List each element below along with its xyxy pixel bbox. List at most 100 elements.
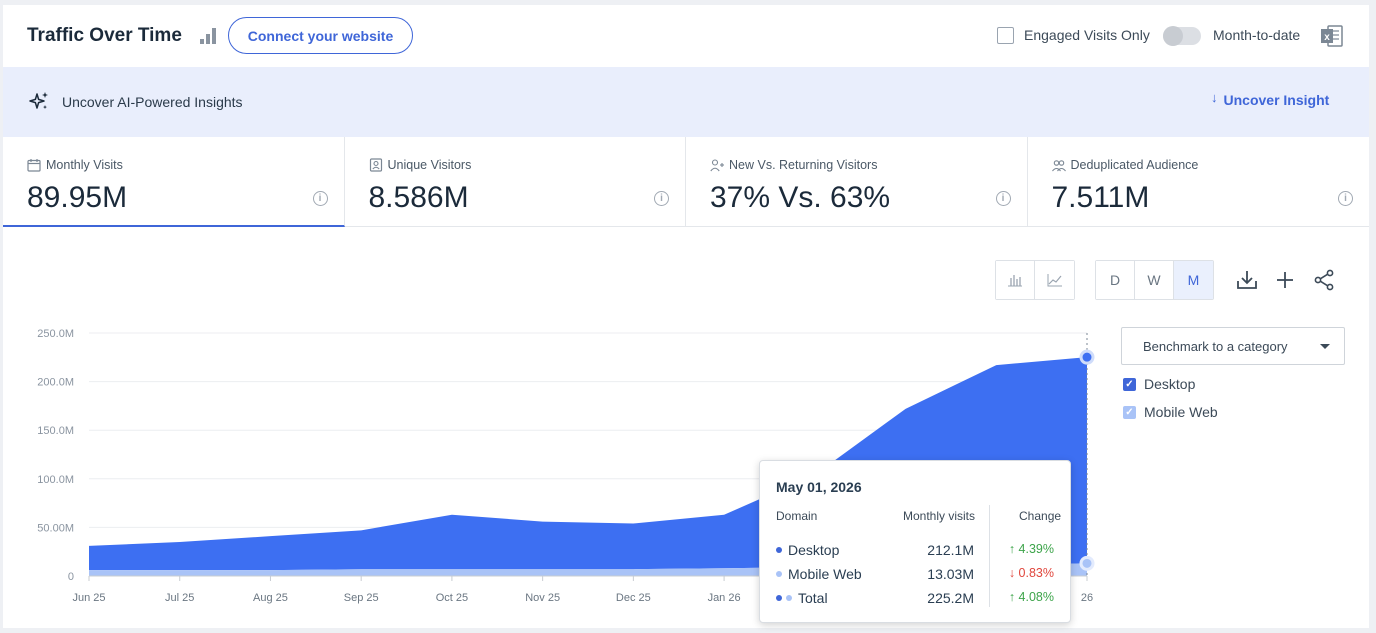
tooltip-col-domain: Domain (776, 509, 818, 523)
uncover-insight-label: Uncover Insight (1223, 92, 1330, 108)
chart-type-group (995, 260, 1075, 300)
granularity-month-button[interactable]: M (1174, 261, 1213, 299)
users-icon (1051, 160, 1066, 172)
x-tick-label: Jun 25 (72, 592, 105, 604)
x-tick-label: Oct 25 (436, 592, 468, 604)
metric-value: 37% Vs. 63% (710, 181, 891, 214)
benchmark-label: Benchmark to a category (1143, 338, 1288, 354)
info-icon[interactable]: i (1338, 191, 1353, 206)
tooltip-row-value: 225.2M (927, 590, 974, 606)
metric-monthly-visits[interactable]: Monthly Visits 89.95M i (3, 137, 345, 227)
mobile-web-hover-point (1079, 555, 1095, 571)
metric-label: Deduplicated Audience (1070, 158, 1199, 172)
arrow-up-icon: ↑ (1008, 542, 1019, 556)
tooltip-row-change: 4.39% (1018, 542, 1054, 556)
desktop-dot-icon (776, 546, 782, 553)
tooltip-divider (989, 505, 990, 607)
tooltip-row-desktop: Desktop 212.1M ↑ 4.39% (776, 542, 1062, 562)
desktop-dot-icon (776, 594, 782, 601)
y-tick-label: 150.0M (37, 425, 74, 437)
tooltip-row-total: Total 225.2M ↑ 4.08% (776, 590, 1062, 610)
metrics-row: Monthly Visits 89.95M i Unique Visitors … (3, 137, 1369, 227)
metric-label: New Vs. Returning Visitors (729, 158, 878, 172)
connect-website-button[interactable]: Connect your website (228, 17, 413, 54)
y-tick-label: 100.0M (37, 474, 74, 486)
month-to-date-label: Month-to-date (1213, 27, 1301, 43)
tooltip-row-mobile-web: Mobile Web 13.03M ↓ 0.83% (776, 566, 1062, 586)
user-plus-icon (710, 159, 724, 172)
sparkle-icon (29, 92, 48, 109)
metric-label: Monthly Visits (46, 158, 123, 172)
arrow-up-icon: ↑ (1008, 590, 1019, 604)
tooltip-col-visits: Monthly visits (903, 509, 976, 523)
metric-deduplicated-audience[interactable]: Deduplicated Audience 7.511M i (1028, 137, 1370, 227)
metric-value: 7.511M (1051, 181, 1150, 214)
granularity-day-button[interactable]: D (1096, 261, 1135, 299)
x-tick-label: Nov 25 (525, 592, 560, 604)
traffic-card: Traffic Over Time Connect your website E… (3, 5, 1369, 628)
metric-value: 8.586M (368, 181, 469, 214)
y-tick-label: 200.0M (37, 377, 74, 389)
tooltip-row-change: 4.08% (1018, 590, 1054, 604)
tooltip-col-change: Change (1019, 509, 1062, 523)
y-tick-label: 250.0M (37, 328, 74, 340)
info-icon[interactable]: i (995, 191, 1011, 206)
mobile-dot-icon (786, 594, 792, 601)
metric-value: 89.95M (27, 181, 128, 214)
line-chart-button[interactable] (1035, 261, 1074, 299)
granularity-week-button[interactable]: W (1135, 261, 1174, 299)
svg-text:x: x (1324, 32, 1330, 43)
x-tick-label: Jan 26 (708, 592, 741, 604)
download-icon[interactable] (1236, 269, 1258, 291)
tooltip-row-name: Total (798, 590, 828, 606)
checkbox-checked-icon[interactable]: ✓ (1123, 405, 1136, 419)
tooltip-row-name: Desktop (788, 542, 840, 558)
person-badge-icon (369, 158, 382, 172)
tooltip-row-change: 0.83% (1018, 566, 1054, 580)
card-header: Traffic Over Time Connect your website E… (3, 5, 1369, 67)
share-icon[interactable] (1313, 269, 1335, 291)
mobile-dot-icon (776, 570, 782, 577)
x-tick-label: Dec 25 (616, 592, 651, 604)
y-tick-label: 50.00M (37, 522, 74, 534)
caret-down-icon (1320, 344, 1330, 349)
x-tick-label: 26 (1081, 592, 1093, 604)
uncover-insight-link[interactable]: ↓ Uncover Insight (1211, 89, 1330, 109)
tooltip-date: May 01, 2026 (776, 479, 862, 495)
ai-insights-label: Uncover AI-Powered Insights (62, 94, 243, 110)
y-tick-label: 0 (68, 571, 74, 583)
line-chart-icon (1047, 274, 1062, 287)
rank-bars-icon[interactable] (199, 27, 217, 45)
legend-label: Desktop (1144, 376, 1196, 392)
bar-chart-icon (1008, 275, 1022, 287)
engaged-visits-checkbox[interactable] (997, 27, 1014, 44)
desktop-hover-point (1079, 349, 1095, 365)
checkbox-checked-icon[interactable]: ✓ (1123, 377, 1136, 391)
metric-new-vs-returning[interactable]: New Vs. Returning Visitors 37% Vs. 63% i (686, 137, 1028, 227)
engaged-visits-label: Engaged Visits Only (1024, 27, 1150, 43)
info-icon[interactable]: i (312, 191, 328, 206)
arrow-down-icon: ↓ (1211, 89, 1218, 105)
calendar-icon (27, 159, 41, 172)
page-title: Traffic Over Time (27, 25, 182, 46)
toggle-knob (1163, 26, 1183, 46)
legend-label: Mobile Web (1144, 404, 1218, 420)
bar-chart-button[interactable] (996, 261, 1035, 299)
tooltip-row-value: 212.1M (927, 542, 974, 558)
x-tick-label: Aug 25 (253, 592, 288, 604)
legend-item-desktop[interactable]: ✓ Desktop (1123, 376, 1195, 392)
x-tick-label: Sep 25 (344, 592, 379, 604)
x-tick-label: Jul 25 (165, 592, 194, 604)
info-icon[interactable]: i (654, 191, 669, 206)
ai-insights-banner: Uncover AI-Powered Insights ↓ Uncover In… (3, 67, 1369, 137)
tooltip-row-name: Mobile Web (788, 566, 862, 582)
month-to-date-toggle[interactable] (1163, 26, 1201, 46)
metric-unique-visitors[interactable]: Unique Visitors 8.586M i (345, 137, 686, 227)
granularity-group: D W M (1095, 260, 1214, 300)
plus-icon[interactable] (1274, 269, 1296, 291)
chart-tooltip: May 01, 2026 Domain Monthly visits Chang… (759, 460, 1071, 623)
benchmark-dropdown[interactable]: Benchmark to a category (1121, 327, 1345, 365)
excel-export-icon[interactable]: x (1320, 24, 1344, 48)
legend-item-mobile-web[interactable]: ✓ Mobile Web (1123, 404, 1218, 420)
tooltip-row-value: 13.03M (927, 566, 974, 582)
